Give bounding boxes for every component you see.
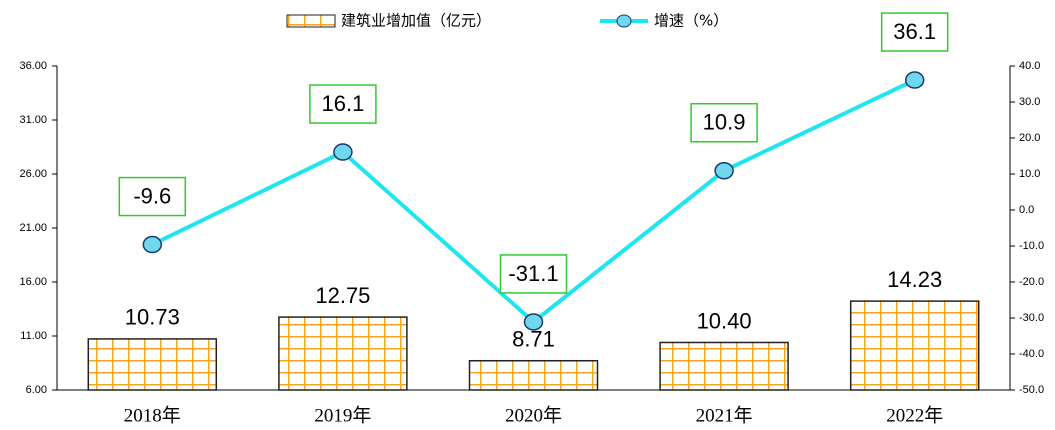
x-tick-label: 2018年 <box>124 404 181 426</box>
bar-label: 10.73 <box>125 305 180 330</box>
marker <box>333 143 353 161</box>
bar <box>87 338 218 391</box>
y-tick-label: 26.00 <box>19 168 47 180</box>
marker <box>714 162 734 180</box>
y2-tick-label: -20.0 <box>1019 276 1044 288</box>
y-tick-label: 11.00 <box>20 330 47 342</box>
y-tick-label: 16.00 <box>19 276 47 288</box>
line-label: 36.1 <box>893 19 936 44</box>
y2-tick-label: -40.0 <box>1019 348 1044 360</box>
line-label: -31.1 <box>508 261 558 286</box>
label-box <box>499 254 568 294</box>
legend-label: 增速（%） <box>654 12 728 30</box>
y2-tick-label: -10.0 <box>1019 240 1044 252</box>
y-tick-label: 6.00 <box>26 384 47 396</box>
marker <box>904 71 925 89</box>
legend-label: 建筑业增加值（亿元） <box>341 12 491 30</box>
y2-tick-label: 30.0 <box>1019 96 1040 108</box>
line-label: 16.1 <box>321 91 364 116</box>
line-label: -9.6 <box>133 183 171 208</box>
marker <box>142 235 163 254</box>
bar <box>849 300 980 391</box>
bar <box>468 359 599 391</box>
x-tick-label: 2021年 <box>696 404 753 426</box>
y-tick-label: 21.00 <box>19 222 47 234</box>
bar-label: 12.75 <box>315 283 370 308</box>
y2-tick-label: 20.0 <box>1019 132 1040 144</box>
bar-label: 10.40 <box>697 308 752 333</box>
y2-tick-label: 0.0 <box>1019 204 1034 216</box>
x-tick-label: 2022年 <box>886 404 943 426</box>
bar <box>659 341 789 391</box>
legend-marker <box>616 14 632 28</box>
line-label: 10.9 <box>703 110 746 135</box>
y2-tick-label: -50.0 <box>1019 384 1044 396</box>
y-tick-label: 36.00 <box>19 60 47 72</box>
y2-tick-label: 10.0 <box>1019 168 1040 180</box>
x-tick-label: 2019年 <box>314 404 371 426</box>
marker <box>523 313 544 331</box>
label-box <box>309 84 377 124</box>
x-tick-label: 2020年 <box>505 404 562 426</box>
bar-label: 14.23 <box>887 267 942 292</box>
label-box <box>118 176 187 217</box>
y-tick-label: 31.00 <box>19 114 47 126</box>
legend-swatch <box>286 14 336 28</box>
bar-label: 8.71 <box>512 327 555 352</box>
y2-tick-label: -30.0 <box>1019 312 1044 324</box>
label-box <box>880 12 949 52</box>
label-box <box>690 103 758 143</box>
y2-tick-label: 40.0 <box>1019 60 1040 72</box>
bar <box>278 316 408 391</box>
